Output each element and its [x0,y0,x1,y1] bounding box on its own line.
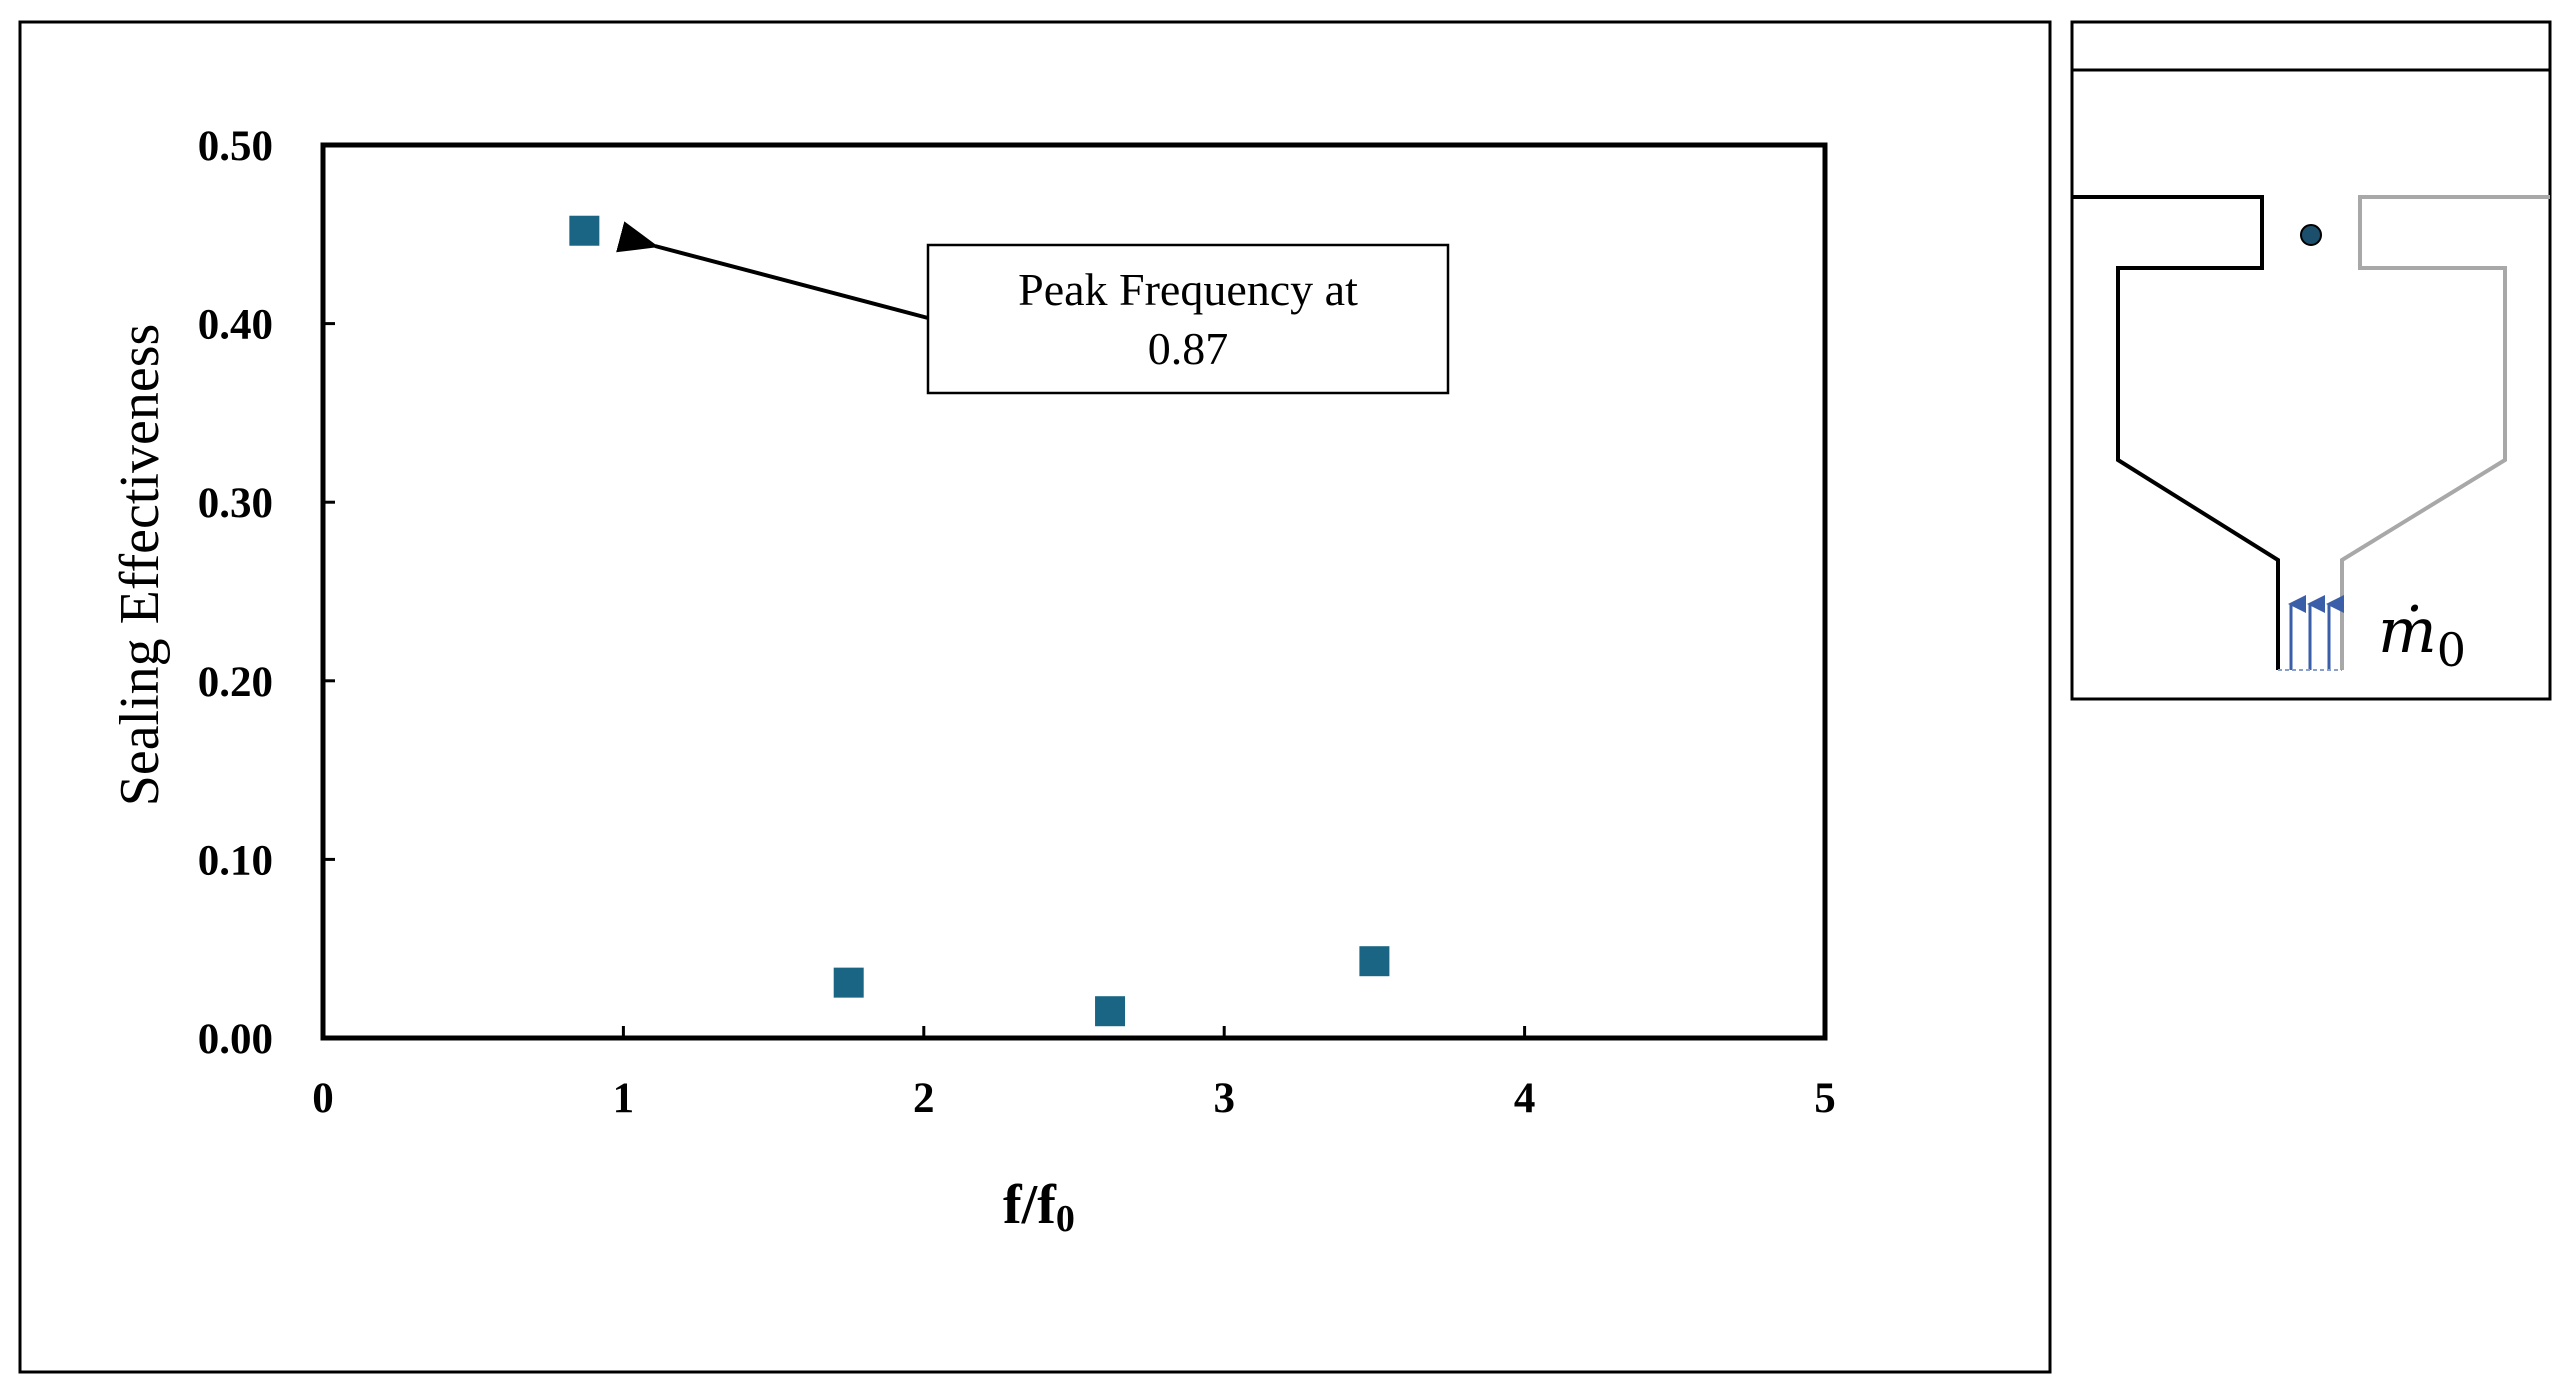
y-tick-label: 0.50 [198,123,273,170]
sensor-dot [2300,224,2322,246]
data-point-marker [1095,996,1126,1027]
x-axis-title: f/f0 [1003,1174,1075,1240]
peak-annotation: Peak Frequency at 0.87 [616,221,1450,395]
schematic-frame [2070,20,2552,701]
x-tick-label: 3 [1213,1075,1235,1122]
y-tick-label: 0.40 [198,302,273,349]
annotation-line-2: 0.87 [1148,323,1229,374]
y-tick-label: 0.30 [198,480,273,527]
data-point-marker [569,215,600,246]
data-points [569,215,1390,1027]
schematic-left-wall [2072,195,2280,670]
y-tick-label: 0.20 [198,659,273,706]
y-axis: 0.00 0.10 0.20 0.30 0.40 0.50 [198,123,335,1063]
x-axis: 0 1 2 3 4 5 [312,1026,1836,1122]
schematic-right-wall [2340,195,2550,670]
chart-panel-frame [18,20,2052,1374]
y-tick-label: 0.00 [198,1016,273,1063]
annotation-line-1: Peak Frequency at [1018,264,1358,315]
plot-area: 0 1 2 3 4 5 0.00 0.10 0.20 0.30 0.40 0.50 [198,123,1836,1122]
y-tick-label: 0.10 [198,837,273,884]
data-point-marker [1359,946,1390,977]
plot-frame [320,142,1828,1041]
x-axis-title-subscript: 0 [1056,1198,1075,1240]
x-tick-label: 5 [1814,1075,1836,1122]
annotation-box [926,243,1450,395]
x-tick-label: 1 [613,1075,635,1122]
x-tick-label: 2 [913,1075,935,1122]
mass-flow-label: ṁ0 [2378,594,2466,677]
cavity-schematic: ṁ0 [2070,20,2552,701]
annotation-arrow [616,221,929,320]
y-axis-title: Sealing Effectiveness [109,324,171,807]
x-tick-label: 0 [312,1075,334,1122]
mass-flow-subscript: 0 [2437,623,2466,677]
x-axis-title-main: f/f [1003,1174,1057,1236]
x-tick-label: 4 [1514,1075,1536,1122]
data-point-marker [833,967,864,998]
mass-flow-symbol: ṁ [2378,594,2437,667]
